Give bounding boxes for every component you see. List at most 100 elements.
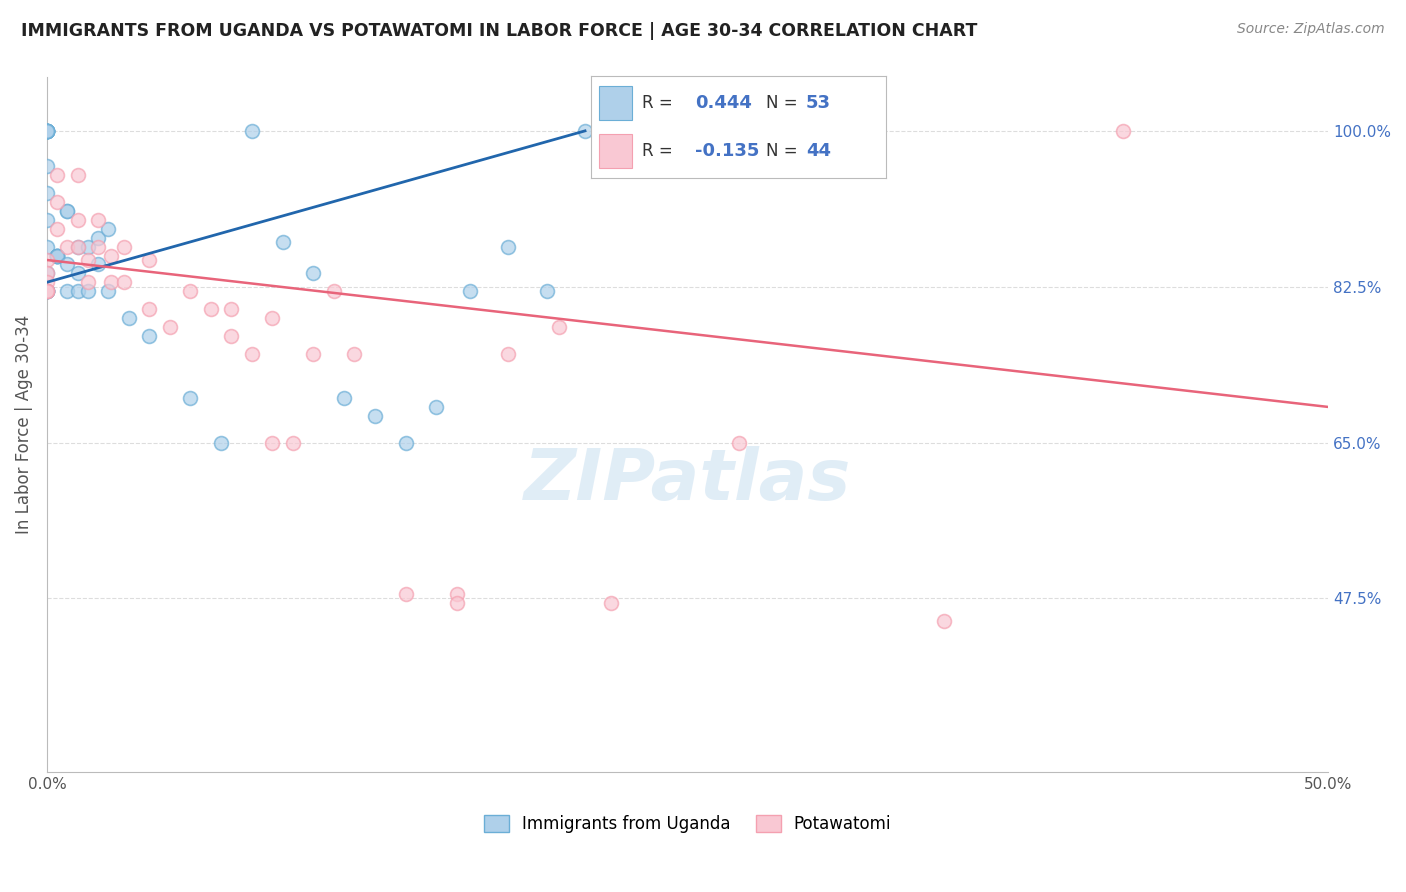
Point bbox=[240, 346, 263, 360]
Point bbox=[536, 284, 558, 298]
Y-axis label: In Labor Force | Age 30-34: In Labor Force | Age 30-34 bbox=[15, 315, 32, 534]
Point bbox=[35, 284, 58, 298]
Point bbox=[221, 301, 243, 316]
Point bbox=[35, 186, 58, 201]
Point bbox=[46, 248, 69, 262]
Point bbox=[87, 240, 110, 254]
Point bbox=[333, 391, 356, 405]
Point bbox=[46, 169, 69, 183]
Point bbox=[446, 596, 468, 610]
Text: IMMIGRANTS FROM UGANDA VS POTAWATOMI IN LABOR FORCE | AGE 30-34 CORRELATION CHAR: IMMIGRANTS FROM UGANDA VS POTAWATOMI IN … bbox=[21, 22, 977, 40]
Point bbox=[46, 248, 69, 262]
Point bbox=[179, 391, 201, 405]
Point bbox=[574, 124, 596, 138]
Point bbox=[87, 231, 110, 245]
Point bbox=[221, 328, 243, 343]
Point bbox=[322, 284, 344, 298]
Point bbox=[35, 284, 58, 298]
Point bbox=[1112, 124, 1135, 138]
Point bbox=[395, 587, 418, 601]
Point bbox=[302, 346, 325, 360]
Point bbox=[77, 284, 100, 298]
Text: 53: 53 bbox=[806, 94, 831, 112]
Point bbox=[548, 319, 571, 334]
Point bbox=[66, 266, 89, 280]
Point bbox=[35, 124, 58, 138]
Point bbox=[281, 435, 304, 450]
Point bbox=[727, 435, 749, 450]
Point bbox=[496, 346, 519, 360]
Point bbox=[97, 284, 120, 298]
Point bbox=[66, 213, 89, 227]
Text: 44: 44 bbox=[806, 142, 831, 161]
Point bbox=[35, 160, 58, 174]
Point bbox=[46, 248, 69, 262]
Point bbox=[87, 213, 110, 227]
Point bbox=[35, 266, 58, 280]
Point bbox=[112, 240, 135, 254]
Point bbox=[35, 284, 58, 298]
Point bbox=[262, 435, 284, 450]
Text: N =: N = bbox=[766, 142, 797, 161]
Point bbox=[35, 124, 58, 138]
Point bbox=[56, 204, 79, 219]
Point bbox=[56, 204, 79, 219]
Point bbox=[458, 284, 481, 298]
Point bbox=[77, 252, 100, 267]
Point bbox=[395, 435, 418, 450]
Point bbox=[35, 275, 58, 289]
Bar bbox=[599, 135, 631, 168]
Point bbox=[179, 284, 201, 298]
Point bbox=[35, 284, 58, 298]
Text: -0.135: -0.135 bbox=[696, 142, 759, 161]
Point bbox=[496, 240, 519, 254]
Point bbox=[77, 240, 100, 254]
Point bbox=[35, 124, 58, 138]
Point bbox=[112, 275, 135, 289]
Point bbox=[118, 310, 141, 325]
Point bbox=[66, 284, 89, 298]
Point bbox=[100, 275, 122, 289]
Point bbox=[35, 124, 58, 138]
Point bbox=[56, 257, 79, 271]
Point bbox=[262, 310, 284, 325]
Point bbox=[35, 124, 58, 138]
Point bbox=[932, 614, 955, 628]
Point bbox=[56, 240, 79, 254]
Point bbox=[97, 222, 120, 236]
Bar bbox=[599, 87, 631, 120]
Legend: Immigrants from Uganda, Potawatomi: Immigrants from Uganda, Potawatomi bbox=[484, 815, 891, 833]
Text: N =: N = bbox=[766, 94, 797, 112]
Point bbox=[46, 248, 69, 262]
Point bbox=[35, 284, 58, 298]
Point bbox=[271, 235, 294, 250]
Point bbox=[56, 284, 79, 298]
Point bbox=[138, 328, 160, 343]
Point bbox=[364, 409, 387, 423]
Point bbox=[240, 124, 263, 138]
Point bbox=[46, 222, 69, 236]
Point bbox=[159, 319, 181, 334]
Point bbox=[425, 400, 447, 414]
Point bbox=[138, 252, 160, 267]
Point bbox=[35, 124, 58, 138]
Point bbox=[35, 266, 58, 280]
Text: ZIPatlas: ZIPatlas bbox=[524, 446, 851, 515]
Point bbox=[35, 284, 58, 298]
Text: Source: ZipAtlas.com: Source: ZipAtlas.com bbox=[1237, 22, 1385, 37]
Point bbox=[599, 596, 621, 610]
Point bbox=[302, 266, 325, 280]
Point bbox=[66, 240, 89, 254]
Point bbox=[35, 284, 58, 298]
Point bbox=[138, 301, 160, 316]
Point bbox=[35, 124, 58, 138]
Point bbox=[66, 240, 89, 254]
Point bbox=[100, 248, 122, 262]
Point bbox=[200, 301, 222, 316]
Point bbox=[35, 124, 58, 138]
Point bbox=[343, 346, 366, 360]
Point bbox=[46, 195, 69, 210]
Point bbox=[35, 240, 58, 254]
Point bbox=[35, 252, 58, 267]
Point bbox=[35, 213, 58, 227]
